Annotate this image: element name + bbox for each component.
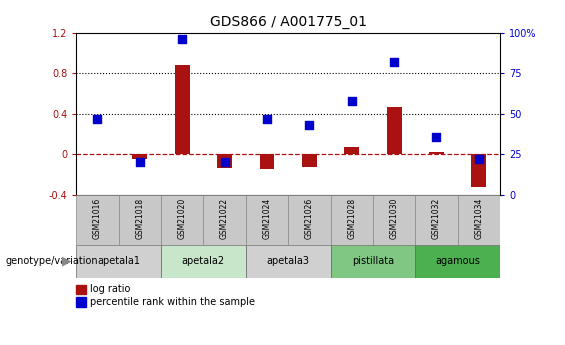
Text: apetala2: apetala2 — [182, 256, 225, 266]
Bar — [288, 195, 331, 245]
Point — [474, 157, 483, 162]
Text: ▶: ▶ — [62, 255, 72, 268]
Text: apetala3: apetala3 — [267, 256, 310, 266]
Point — [432, 134, 441, 139]
Text: GSM21030: GSM21030 — [390, 197, 398, 239]
Text: GSM21034: GSM21034 — [475, 197, 483, 239]
Bar — [259, 155, 275, 169]
Text: GSM21026: GSM21026 — [305, 197, 314, 239]
Point — [136, 160, 145, 165]
Bar — [175, 65, 190, 155]
Text: apetala1: apetala1 — [97, 256, 140, 266]
Bar — [458, 195, 500, 245]
Point — [220, 160, 229, 165]
Text: GSM21016: GSM21016 — [93, 197, 102, 239]
Text: GSM21028: GSM21028 — [347, 197, 356, 238]
Text: GSM21020: GSM21020 — [178, 197, 186, 239]
Bar — [429, 152, 444, 155]
Bar — [331, 195, 373, 245]
Text: genotype/variation: genotype/variation — [6, 256, 98, 266]
Bar — [471, 155, 486, 187]
Bar — [161, 195, 203, 245]
Bar — [344, 147, 359, 155]
Text: GSM21024: GSM21024 — [263, 197, 271, 239]
Point — [389, 59, 398, 65]
Point — [177, 37, 186, 42]
Bar — [415, 195, 458, 245]
Bar — [415, 245, 500, 278]
Text: pistillata: pistillata — [352, 256, 394, 266]
Bar — [161, 245, 246, 278]
Point — [262, 116, 271, 121]
Text: GSM21022: GSM21022 — [220, 197, 229, 238]
Bar — [217, 155, 232, 168]
Bar — [76, 195, 119, 245]
Bar — [203, 195, 246, 245]
Bar — [132, 155, 147, 159]
Text: GSM21032: GSM21032 — [432, 197, 441, 239]
Text: GSM21018: GSM21018 — [136, 197, 144, 238]
Bar — [302, 155, 317, 167]
Point — [305, 122, 314, 128]
Point — [347, 98, 356, 104]
Text: log ratio: log ratio — [90, 285, 131, 294]
Bar — [76, 245, 161, 278]
Bar — [246, 195, 288, 245]
Bar — [246, 245, 331, 278]
Bar — [331, 245, 415, 278]
Point — [93, 116, 102, 121]
Bar — [373, 195, 415, 245]
Bar — [119, 195, 161, 245]
Text: percentile rank within the sample: percentile rank within the sample — [90, 297, 255, 307]
Bar — [386, 107, 402, 155]
Title: GDS866 / A001775_01: GDS866 / A001775_01 — [210, 15, 367, 29]
Text: agamous: agamous — [435, 256, 480, 266]
